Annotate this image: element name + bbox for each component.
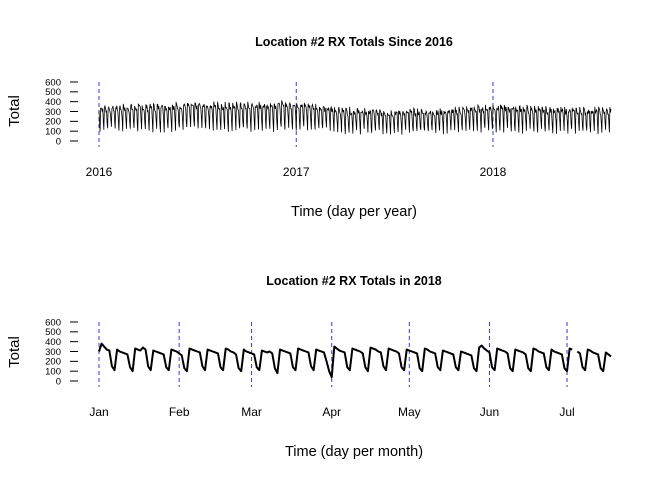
y-axis-label: Total (6, 336, 23, 368)
y-tick-label: 400 (45, 337, 61, 348)
chart-title: Location #2 RX Totals Since 2016 (255, 35, 453, 49)
y-tick-label: 300 (45, 347, 61, 358)
x-tick-labels: Jan Feb Mar Apr May Jun Jul (89, 405, 574, 419)
x-tick-label: May (398, 405, 421, 419)
x-tick-labels: 2016 2017 2018 (86, 165, 507, 179)
x-axis-label: Time (day per year) (291, 204, 417, 220)
x-axis-label: Time (day per month) (285, 444, 423, 460)
y-tick-label: 500 (45, 87, 61, 98)
chart-panel-since-2016: Location #2 RX Totals Since 2016 Total T… (6, 35, 612, 220)
series-line-daily-totals (98, 100, 612, 135)
y-tick-label: 500 (45, 327, 61, 338)
y-tick-label: 600 (45, 317, 61, 328)
x-tick-label: Jan (89, 405, 108, 419)
y-axis-label: Total (6, 95, 23, 127)
x-tick-label: Jun (480, 405, 499, 419)
series-line-daily-totals-2018 (98, 342, 612, 379)
y-tick-label: 100 (45, 126, 61, 137)
y-tick-label: 0 (56, 136, 61, 147)
y-tick-label: 200 (45, 117, 61, 128)
y-tick-label: 100 (45, 366, 61, 377)
month-boundary-lines (98, 322, 568, 387)
y-tick-label: 200 (45, 357, 61, 368)
y-tick-label: 600 (45, 77, 61, 88)
x-tick-label: 2018 (480, 165, 507, 179)
x-tick-label: Jul (559, 405, 574, 419)
y-tick-label: 300 (45, 107, 61, 118)
y-tick-label: 0 (56, 376, 61, 387)
x-tick-label: Apr (322, 405, 341, 419)
chart-panel-2018: Location #2 RX Totals in 2018 Total Time… (6, 274, 612, 460)
year-boundary-lines (98, 82, 494, 147)
x-tick-label: Mar (241, 405, 262, 419)
x-tick-label: 2016 (86, 165, 113, 179)
chart-title: Location #2 RX Totals in 2018 (266, 274, 442, 288)
x-tick-label: Feb (169, 405, 190, 419)
x-tick-label: 2017 (283, 165, 310, 179)
y-tick-label: 400 (45, 97, 61, 108)
